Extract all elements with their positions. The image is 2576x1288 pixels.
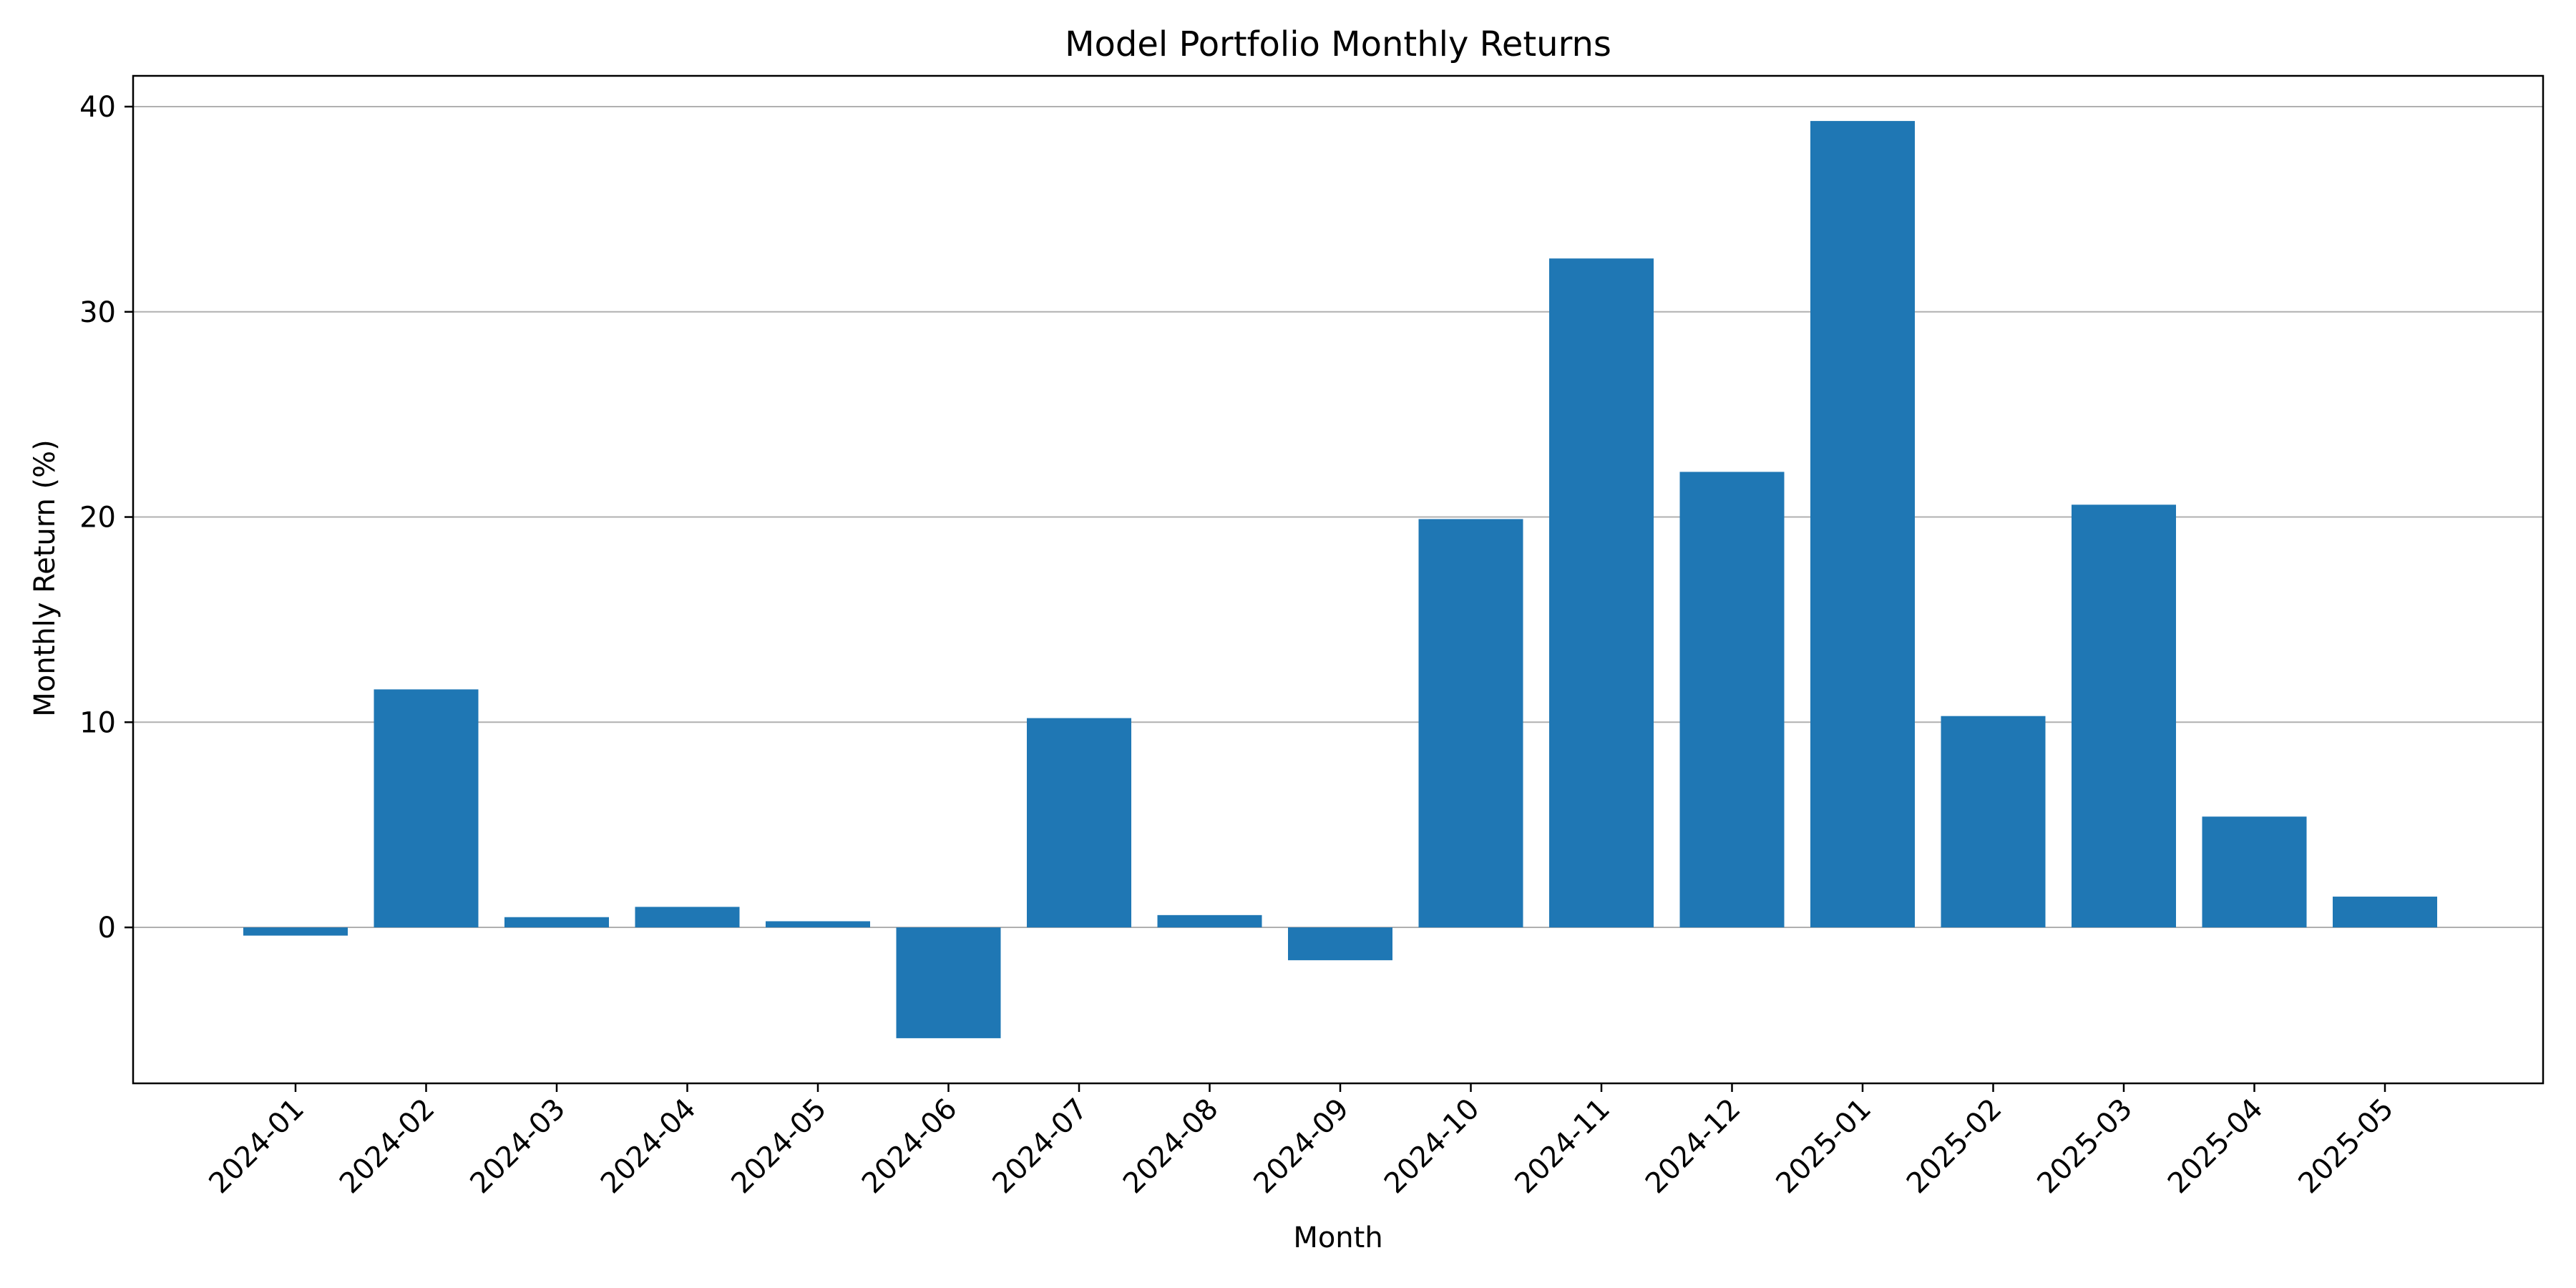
bars <box>243 121 2437 1038</box>
bar-2024-01 <box>243 927 348 936</box>
bar-2025-05 <box>2333 897 2437 928</box>
bar-2024-06 <box>896 927 1001 1038</box>
bar-2024-05 <box>766 921 870 928</box>
y-tick-label: 30 <box>79 296 116 329</box>
y-tick-label: 40 <box>79 91 116 124</box>
bar-2025-02 <box>1941 716 2046 928</box>
y-tick-label: 10 <box>79 706 116 739</box>
y-tick-label: 0 <box>98 912 116 945</box>
plot-area-frame <box>132 74 2545 1085</box>
bar-2024-03 <box>504 917 609 928</box>
bar-2024-12 <box>1679 472 1785 928</box>
bar-2024-04 <box>635 907 740 928</box>
bar-2024-07 <box>1027 718 1131 928</box>
bar-2024-08 <box>1157 914 1262 928</box>
x-axis-label: Month <box>1293 1221 1382 1254</box>
bar-2025-03 <box>2072 504 2176 928</box>
bar-2024-10 <box>1418 519 1523 928</box>
bar-2025-01 <box>1810 121 1915 928</box>
bar-2024-09 <box>1288 927 1392 960</box>
bar-2024-11 <box>1549 258 1654 928</box>
bar-2024-02 <box>374 689 479 928</box>
chart-title: Model Portfolio Monthly Returns <box>1065 24 1611 64</box>
bar-2025-04 <box>2202 816 2307 928</box>
y-tick-label: 20 <box>79 502 116 535</box>
y-axis-label: Monthly Return (%) <box>29 439 62 717</box>
